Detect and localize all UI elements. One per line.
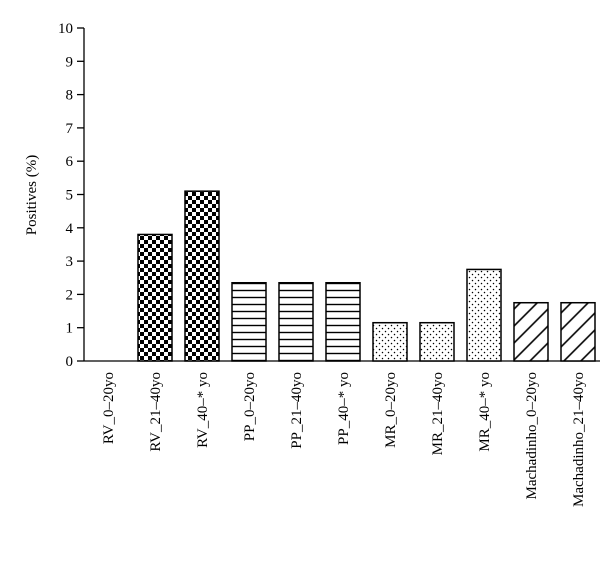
y-tick-label: 3 — [66, 254, 74, 270]
category-label: RV_21–40yo — [148, 372, 164, 452]
bar — [184, 190, 220, 362]
y-tick-label: 6 — [66, 154, 74, 170]
bar — [466, 268, 502, 362]
y-tick-label: 0 — [66, 354, 74, 370]
y-tick-label: 5 — [66, 188, 74, 204]
category-label: PP_0–20yo — [242, 372, 258, 441]
y-tick-label: 8 — [66, 88, 74, 104]
y-tick-label: 10 — [58, 21, 73, 37]
y-axis-label: Positives (%) — [24, 155, 40, 235]
bar — [419, 321, 455, 362]
y-tick-label: 1 — [66, 321, 74, 337]
bar — [278, 281, 314, 362]
y-tick-label: 9 — [66, 54, 74, 70]
bar — [560, 301, 596, 362]
y-tick-label: 4 — [66, 221, 74, 237]
y-tick-label: 7 — [66, 121, 74, 137]
category-label: PP_21–40yo — [289, 372, 305, 449]
category-label: MR_40–* yo — [477, 372, 493, 452]
category-label: MR_0–20yo — [383, 372, 399, 448]
bar — [231, 281, 267, 362]
bar — [372, 321, 408, 362]
category-label: PP_40–* yo — [336, 372, 352, 445]
bar — [513, 301, 549, 362]
bar — [137, 233, 173, 362]
category-label: Machadinho_0–20yo — [524, 372, 540, 499]
bar — [325, 281, 361, 362]
category-labels: RV_0–20yo RV_21–40yo RV_40–* yo PP_0–20yo PP… — [101, 372, 587, 507]
y-tick-label: 2 — [66, 287, 74, 303]
category-label: RV_40–* yo — [195, 372, 211, 448]
category-label: RV_0–20yo — [101, 372, 117, 444]
y-axis: 0 1 2 3 4 5 6 7 8 9 10 — [58, 21, 85, 370]
category-label: Machadinho_21–40yo — [571, 372, 587, 507]
bars — [137, 190, 596, 362]
category-label: MR_21–40yo — [430, 372, 446, 455]
